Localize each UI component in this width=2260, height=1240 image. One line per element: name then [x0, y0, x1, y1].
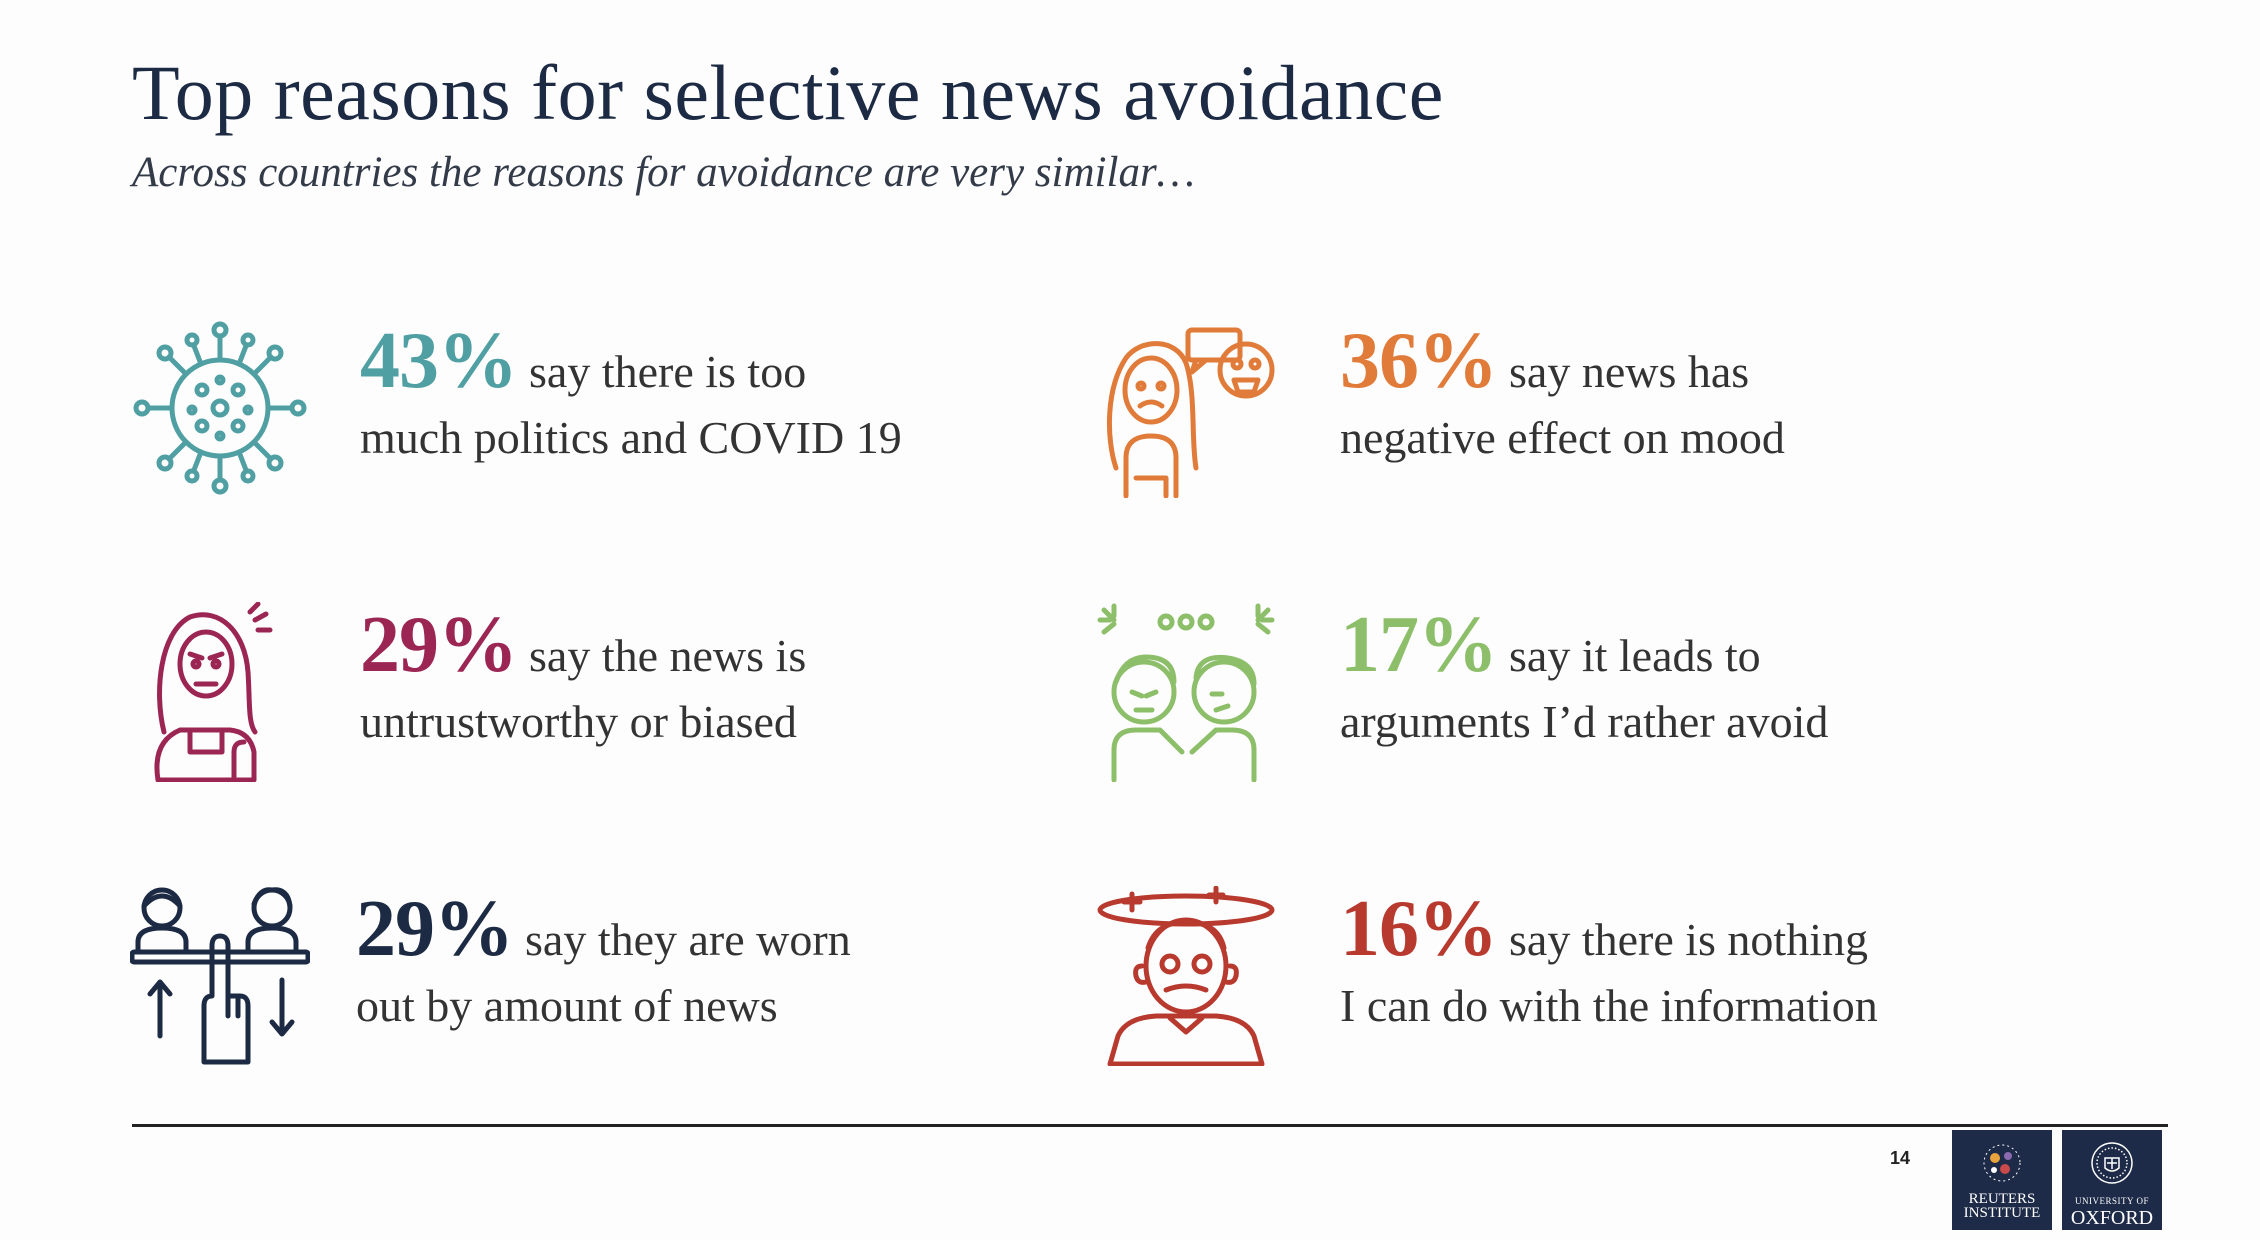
- page-number: 14: [1890, 1148, 1911, 1168]
- oxford-university-logo: UNIVERSITY OF OXFORD: [2062, 1130, 2162, 1230]
- oxford-crest-icon: [2091, 1142, 2133, 1184]
- reuters-logo-line1: REUTERS: [1968, 1191, 2036, 1207]
- percent-value: 29%: [356, 885, 514, 973]
- percent-value: 16%: [1340, 885, 1498, 973]
- reuters-emblem-icon: [1983, 1144, 2021, 1182]
- reason-text-line1: say there is nothing: [1509, 914, 1868, 965]
- reason-text-line1: say there is too: [529, 346, 807, 397]
- virus-icon: [130, 318, 310, 498]
- reason-text-line2: out by amount of news: [356, 980, 778, 1031]
- stressed-woman-icon: [1096, 318, 1276, 499]
- reason-text-line1: say it leads to: [1509, 630, 1761, 681]
- reason-item-negative-mood: 36% say news has negative effect on mood: [1096, 318, 2056, 518]
- reason-item-politics-covid: 43% say there is too much politics and CO…: [130, 318, 1090, 518]
- page-subtitle: Across countries the reasons for avoidan…: [132, 149, 1195, 196]
- page-title: Top reasons for selective news avoidance: [132, 49, 1444, 136]
- percent-value: 29%: [360, 601, 518, 689]
- reason-text-line2: arguments I’d rather avoid: [1340, 696, 1829, 747]
- footer-rule: [132, 1124, 2168, 1127]
- arguing-people-icon: [1096, 602, 1276, 783]
- reason-text-line2: untrustworthy or biased: [360, 696, 797, 747]
- oxford-logo-line1: UNIVERSITY OF: [2075, 1196, 2149, 1206]
- dizzy-man-icon: [1096, 885, 1276, 1067]
- reason-text-line1: say news has: [1509, 346, 1750, 397]
- reason-text-line2: I can do with the information: [1340, 980, 1878, 1031]
- reason-item-powerless: 16% say there is nothing I can do with th…: [1096, 885, 2056, 1086]
- worn-out-scale-icon: [129, 886, 311, 1066]
- reuters-logo-line2: INSTITUTE: [1963, 1205, 2041, 1221]
- reason-text-line1: say the news is: [529, 630, 807, 681]
- percent-value: 36%: [1340, 317, 1498, 405]
- reason-text-line1: say they are worn: [525, 914, 851, 965]
- distrustful-woman-icon: [130, 601, 310, 783]
- percent-value: 43%: [360, 317, 518, 405]
- reason-item-untrustworthy: 29% say the news is untrustworthy or bias…: [130, 601, 1090, 802]
- oxford-logo-line2: OXFORD: [2070, 1207, 2154, 1229]
- reason-item-worn-out: 29% say they are worn out by amount of ne…: [129, 885, 1090, 1086]
- reuters-institute-logo: REUTERS INSTITUTE: [1952, 1130, 2052, 1230]
- reason-text-line2: much politics and COVID 19: [360, 412, 902, 463]
- reason-text-line2: negative effect on mood: [1340, 412, 1785, 463]
- percent-value: 17%: [1340, 601, 1498, 689]
- reason-item-arguments: 17% say it leads to arguments I’d rather …: [1096, 602, 2056, 802]
